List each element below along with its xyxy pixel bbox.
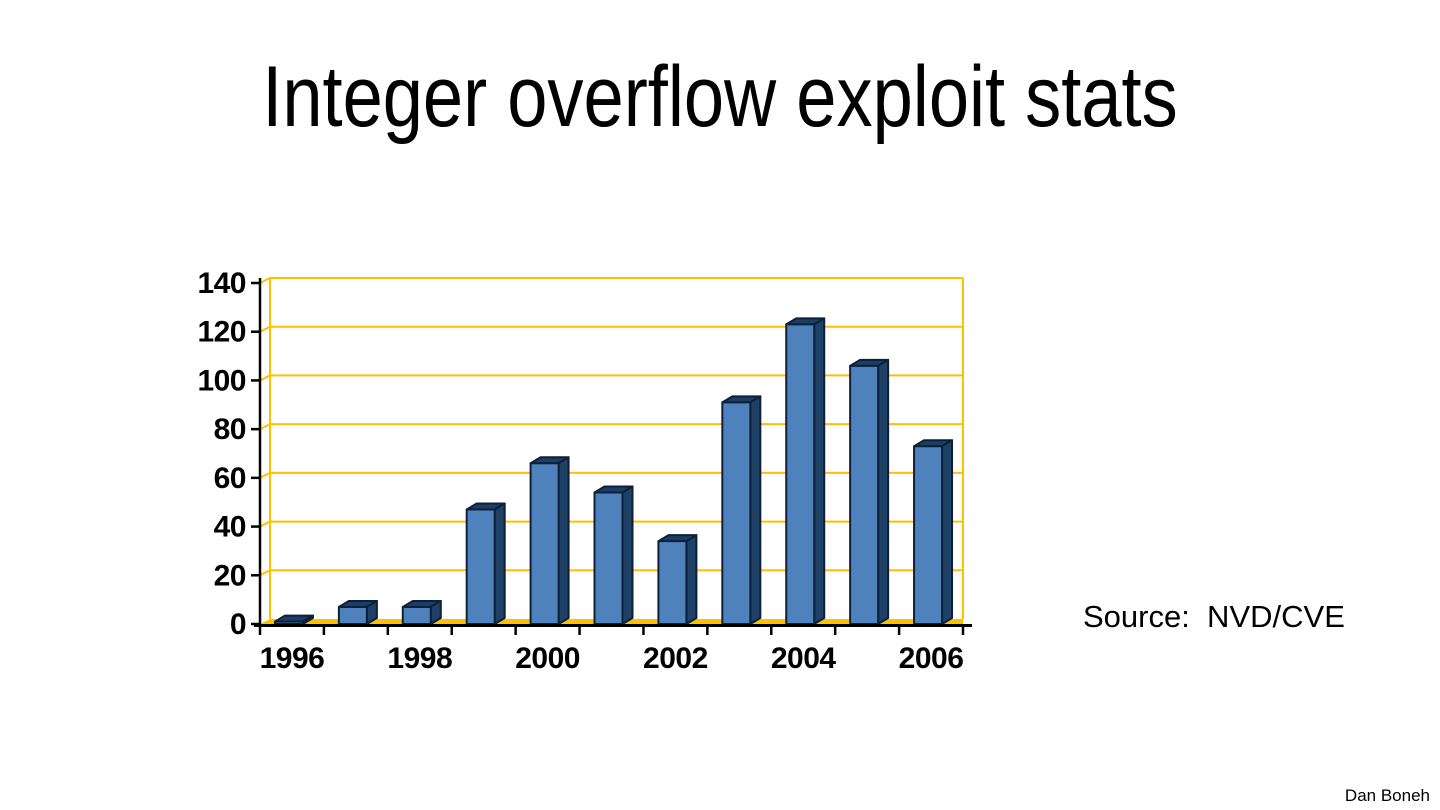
bar-front-face: [465, 508, 496, 625]
bar-2003: [721, 395, 762, 625]
y-tick-label: 20: [214, 559, 246, 592]
x-tick-label: 1998: [387, 642, 452, 675]
bar-front-face: [849, 364, 880, 625]
bar-1996: [273, 614, 314, 626]
bar-front-face: [529, 462, 560, 625]
y-tick-label: 60: [214, 462, 246, 495]
bar-2001: [593, 485, 634, 625]
y-tick-label: 40: [214, 511, 246, 544]
bar-2002: [657, 534, 698, 625]
bar-front-face: [273, 620, 304, 626]
x-tick-label: 1996: [260, 642, 325, 675]
bar-side-face: [557, 456, 570, 625]
bar-2006: [913, 439, 954, 625]
bar-front-face: [593, 491, 624, 625]
bar-side-face: [877, 358, 890, 625]
bar-front-face: [721, 401, 752, 625]
bar-1997: [337, 599, 378, 626]
author-credit: Dan Boneh: [1344, 786, 1430, 805]
bar-front-face: [657, 540, 688, 625]
x-tick-label: 2004: [771, 642, 837, 675]
bar-2000: [529, 456, 570, 625]
bar-side-face: [493, 502, 506, 625]
bar-side-face: [685, 534, 698, 625]
slide-title: Integer overflow exploit stats: [262, 49, 1178, 145]
x-tick-label: 2006: [899, 642, 964, 675]
y-tick-label: 120: [197, 316, 246, 349]
chart-container: 0 20 40 60 80 100 120 140 1996 1998 2000 2002 2004 20…: [170, 255, 1010, 685]
y-tick-label: 80: [214, 413, 246, 446]
bar-front-face: [401, 605, 432, 626]
bar-front-face: [913, 445, 944, 625]
y-tick-label: 100: [197, 364, 246, 397]
bar-2004: [785, 317, 826, 626]
grid-line: [259, 277, 963, 284]
bar-side-face: [813, 317, 826, 625]
bar-1998: [401, 599, 442, 626]
bar-1999: [465, 502, 506, 625]
bar-chart: 0 20 40 60 80 100 120 140 1996 1998 2000 2002 2004 20…: [197, 267, 972, 675]
bar-side-face: [621, 485, 634, 625]
x-tick-label: 2000: [515, 642, 580, 675]
grid-line: [259, 325, 963, 333]
y-tick-label: 140: [197, 267, 246, 300]
bar-2005: [849, 358, 890, 625]
y-tick-label: 0: [230, 608, 246, 641]
bar-side-face: [749, 395, 762, 625]
x-tick-label: 2002: [643, 642, 708, 675]
source-label: Source: NVD/CVE: [1083, 599, 1345, 634]
bar-front-face: [785, 323, 816, 626]
bar-front-face: [337, 605, 368, 626]
grid-line: [259, 374, 963, 382]
bar-side-face: [941, 439, 954, 625]
